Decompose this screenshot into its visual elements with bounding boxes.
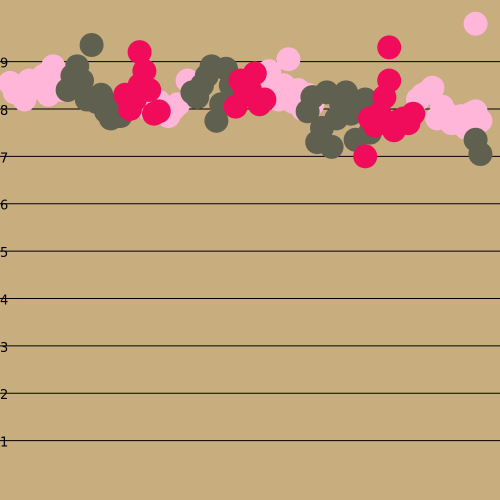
data-point	[420, 75, 445, 100]
y-tick-label: 3	[0, 341, 8, 356]
y-tick-label: 7	[0, 151, 8, 166]
y-tick-label: 5	[0, 246, 8, 261]
data-point	[276, 47, 301, 72]
data-point	[132, 59, 157, 84]
data-point	[242, 61, 267, 86]
series-2	[113, 35, 426, 169]
data-point	[377, 35, 402, 60]
data-point	[127, 40, 152, 65]
data-point	[319, 134, 344, 159]
y-tick-label: 2	[0, 388, 8, 403]
data-point	[252, 87, 277, 112]
y-tick-label: 6	[0, 199, 8, 214]
data-point	[334, 80, 358, 105]
y-tick-label: 4	[0, 293, 8, 308]
data-point	[79, 33, 104, 58]
data-point	[401, 101, 426, 126]
data-point	[468, 108, 493, 133]
data-point	[468, 141, 493, 166]
data-point	[377, 68, 402, 93]
data-point	[463, 11, 488, 36]
data-point	[146, 99, 171, 124]
y-tick-label: 1	[0, 436, 8, 451]
y-tick-label: 9	[0, 57, 8, 72]
data-point	[353, 144, 378, 169]
data-point	[137, 78, 162, 103]
data-point	[70, 68, 94, 93]
y-tick-label: 8	[0, 104, 8, 119]
